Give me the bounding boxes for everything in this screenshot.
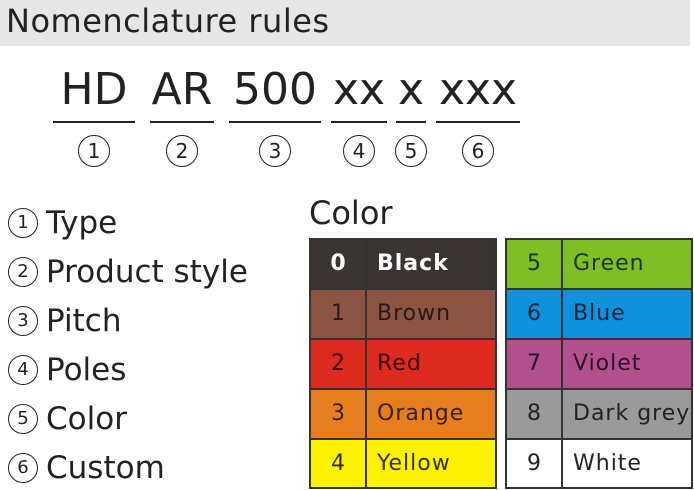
color-name: Yellow (377, 451, 451, 476)
legend-label: Pitch (46, 303, 122, 339)
legend-number-circle: 5 (8, 404, 38, 434)
page-title: Nomenclature rules (6, 2, 330, 40)
code-segment: xx (332, 64, 386, 115)
code-segment: 500 (233, 64, 317, 115)
code-number-circle: 6 (462, 135, 494, 167)
color-name: White (573, 451, 642, 476)
color-name: Red (377, 351, 422, 376)
header-bar: Nomenclature rules (0, 0, 690, 46)
color-name: Blue (573, 301, 626, 326)
color-code: 8 (507, 390, 563, 438)
color-name: Dark grey (573, 401, 691, 426)
code-number-circle: 4 (343, 135, 375, 167)
legend-label: Custom (46, 450, 165, 486)
color-name: Orange (377, 401, 465, 426)
code-underline (53, 121, 135, 123)
color-row: 9 White (507, 440, 691, 487)
legend-item: 4 Poles (8, 352, 126, 388)
color-name: Violet (573, 351, 642, 376)
legend-number-circle: 2 (8, 257, 38, 287)
color-code: 0 (311, 240, 367, 288)
legend-label: Product style (46, 254, 248, 290)
color-code: 1 (311, 290, 367, 338)
legend-number-circle: 1 (8, 208, 38, 238)
color-name: Green (573, 251, 645, 276)
legend-item: 5 Color (8, 401, 127, 437)
color-row: 7 Violet (507, 340, 691, 390)
legend-number-circle: 6 (8, 453, 38, 483)
legend-number-circle: 3 (8, 306, 38, 336)
color-name: Black (377, 251, 449, 276)
code-number-circle: 3 (259, 135, 291, 167)
code-number-circle: 5 (395, 135, 427, 167)
color-code: 2 (311, 340, 367, 388)
code-number-circle: 1 (78, 135, 110, 167)
color-code: 6 (507, 290, 563, 338)
color-row: 6 Blue (507, 290, 691, 340)
color-code: 5 (507, 240, 563, 288)
legend-label: Type (46, 205, 118, 241)
legend-label: Poles (46, 352, 127, 388)
legend-item: 1 Type (8, 205, 117, 241)
legend-item: 2 Product style (8, 254, 248, 290)
code-segment: x (397, 64, 425, 115)
color-row: 5 Green (507, 240, 691, 290)
color-row: 3 Orange (311, 390, 495, 440)
color-row: 8 Dark grey (507, 390, 691, 440)
legend-item: 6 Custom (8, 450, 165, 486)
color-table-left: 0 Black 1 Brown 2 Red 3 Orange 4 Yellow (309, 238, 497, 489)
color-row: 0 Black (311, 240, 495, 290)
code-segment: xxx (438, 64, 518, 115)
legend-number-circle: 4 (8, 355, 38, 385)
code-underline (229, 121, 321, 123)
legend-label: Color (46, 401, 127, 437)
code-underline (150, 121, 214, 123)
code-segment: HD (60, 64, 128, 115)
color-row: 2 Red (311, 340, 495, 390)
code-underline (331, 121, 387, 123)
color-code: 9 (507, 440, 563, 487)
color-code: 3 (311, 390, 367, 438)
color-name: Brown (377, 301, 452, 326)
code-underline (436, 121, 520, 123)
code-segment: AR (151, 64, 213, 115)
color-code: 4 (311, 440, 367, 487)
color-row: 1 Brown (311, 290, 495, 340)
code-underline (396, 121, 426, 123)
color-title: Color (309, 194, 393, 232)
color-row: 4 Yellow (311, 440, 495, 487)
code-number-circle: 2 (166, 135, 198, 167)
color-table-right: 5 Green 6 Blue 7 Violet 8 Dark grey 9 White (505, 238, 693, 489)
color-code: 7 (507, 340, 563, 388)
legend-item: 3 Pitch (8, 303, 121, 339)
